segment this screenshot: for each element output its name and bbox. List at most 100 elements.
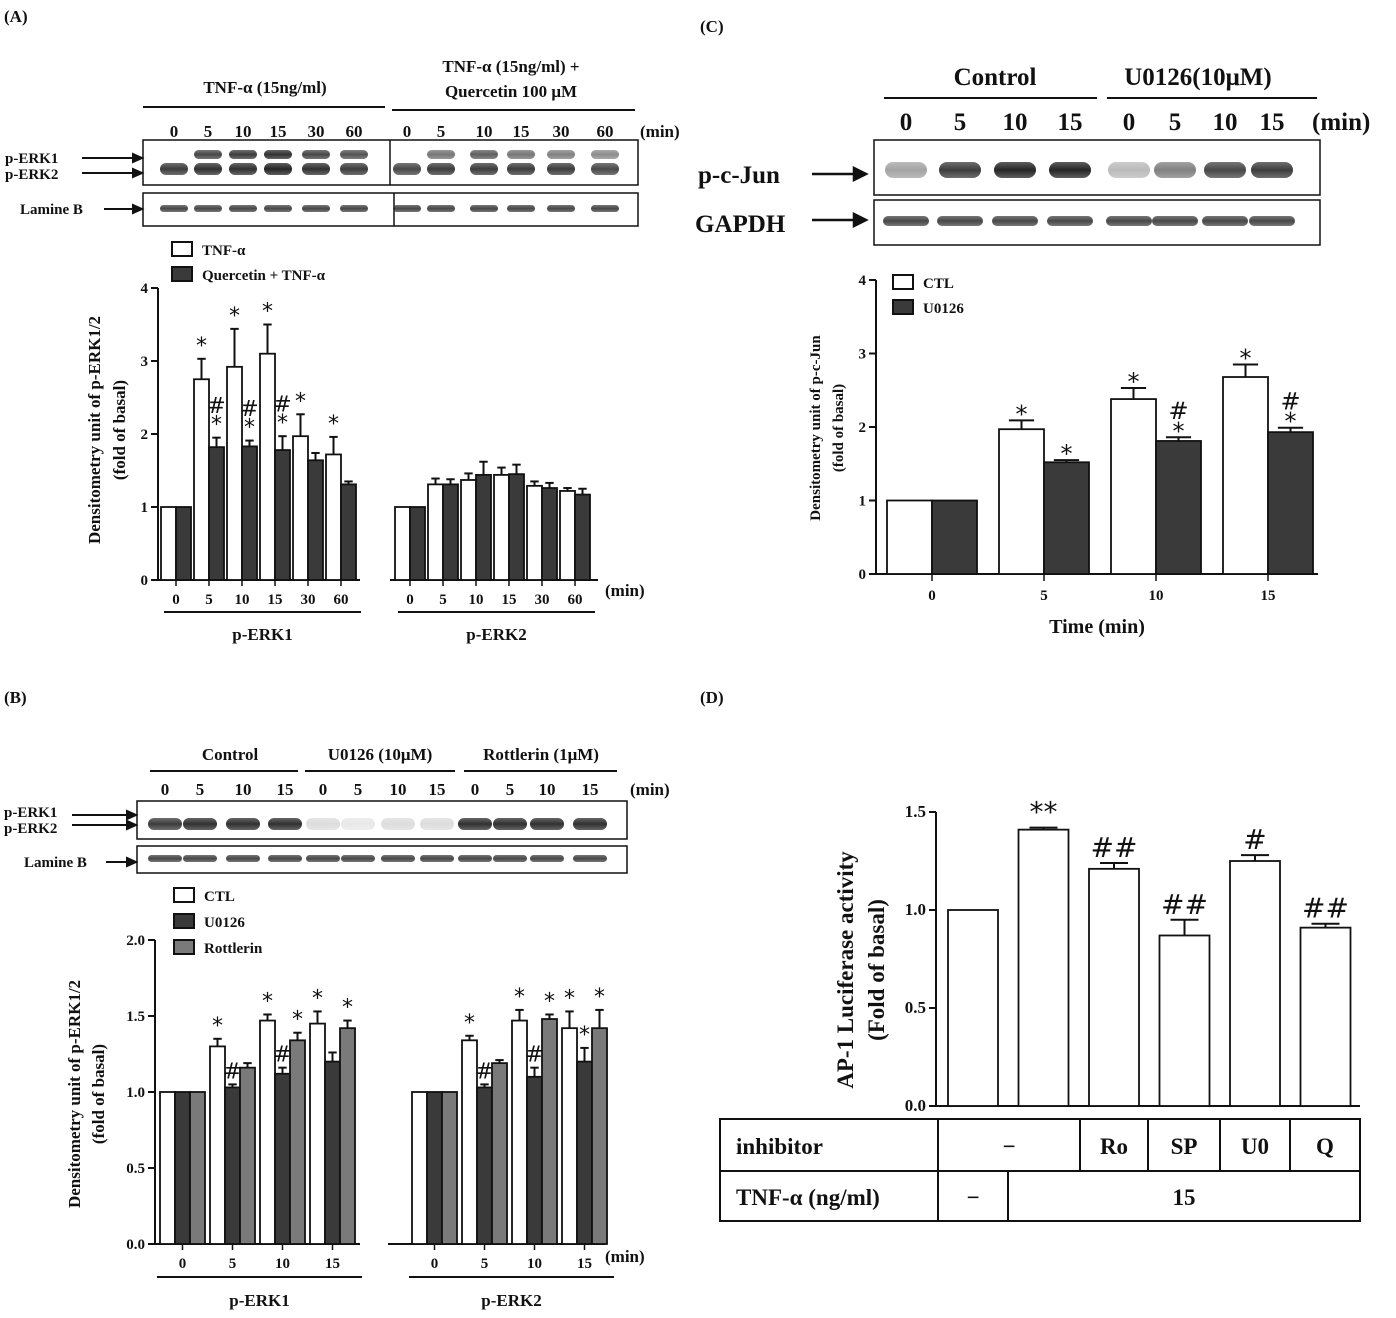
blot-band [427, 163, 455, 175]
x-tick-label-a: 0 [406, 592, 414, 608]
chart-a-xunit: (min) [605, 581, 645, 600]
y-tick-label: 1.5 [126, 1009, 145, 1025]
chart-c-ylabel-line2: (fold of basal) [831, 384, 847, 472]
x-tick-label-b: 0 [431, 1256, 439, 1272]
table-d-row2-label: TNF-α (ng/ml) [736, 1185, 880, 1210]
blot-time-label: 15 [1058, 109, 1083, 136]
blot-band [1249, 216, 1295, 226]
blot-time-label: 5 [196, 780, 205, 799]
bar-d-4 [1229, 860, 1281, 1107]
sig-d-4-0: # [1243, 823, 1266, 856]
sig-c-0-1-0: * [1016, 400, 1028, 428]
legend-swatch-0 [892, 274, 914, 290]
blot-b-group2: U0126 (10μM) [328, 745, 433, 764]
y-tick-label: 0.0 [905, 1096, 926, 1115]
panel-b-blot: Control U0126 (10μM) Rottlerin (1μM) 0 5 1… [4, 745, 670, 874]
x-tick-label-a: 30 [535, 592, 550, 608]
blot-time-label: 5 [437, 122, 446, 141]
legend-label-1: Quercetin + TNF-α [202, 268, 326, 284]
sig-b-1-1-2-0: # [525, 1043, 543, 1068]
bar-b-p-ERK1-Rottlerin-0 [189, 1091, 206, 1245]
blot-time-label: 30 [308, 122, 325, 141]
x-tick-label-c: 0 [928, 588, 936, 604]
x-tick-label-a: 0 [172, 592, 180, 608]
blot-a-group2-line2: Quercetin 100 μM [445, 82, 577, 101]
bar-d-3 [1158, 934, 1211, 1107]
panel-d-label: (D) [700, 688, 724, 707]
bar-a-p-ERK2-TNF-α-10 [460, 479, 477, 581]
blot-c-group2: U0126(10μM) [1124, 64, 1271, 91]
bar-d-2 [1088, 867, 1140, 1107]
bar-c-CTL-15 [1222, 376, 1269, 575]
y-tick-label: 3 [141, 354, 149, 370]
sig-b-0-1-2-0: # [273, 1043, 291, 1068]
table-d-r2c2: 15 [1173, 1185, 1196, 1210]
sig-b-1-0-2-0: * [514, 985, 525, 1010]
panel-c-chart: Densitometry unit of p-c-Jun (fold of ba… [808, 273, 1318, 638]
bar-a-p-ERK1-Quercetin + TNF-α-30 [307, 459, 324, 581]
blot-band [226, 818, 260, 830]
blot-band [420, 818, 454, 830]
blot-band [341, 818, 375, 830]
blot-time-label: 0 [403, 122, 412, 141]
bar-a-p-ERK1-Quercetin + TNF-α-60 [340, 483, 357, 581]
bar-d-5 [1299, 926, 1352, 1107]
blot-band [268, 818, 302, 830]
blot-time-label: 10 [539, 780, 556, 799]
chart-b-ylabel-line1: Densitometry unit of p-ERK1/2 [65, 980, 84, 1208]
bar-a-p-ERK1-Quercetin + TNF-α-10 [241, 445, 258, 581]
bar-c-U0126-10 [1155, 440, 1202, 575]
y-tick-label: 2.0 [126, 933, 145, 949]
blot-time-label: 15 [429, 780, 446, 799]
bar-b-p-ERK2-CTL-0 [411, 1091, 428, 1245]
sig-c-0-2-0: * [1128, 368, 1140, 396]
blot-band [1047, 216, 1093, 226]
blot-a-row1-label2: p-ERK2 [5, 167, 58, 183]
blot-time-label: 0 [471, 780, 480, 799]
chart-d-ylabel-line1: AP-1 Luciferase activity [833, 851, 858, 1089]
bar-b-p-ERK1-Rottlerin-5 [239, 1066, 256, 1245]
bar-c-U0126-0 [931, 499, 978, 575]
blot-b-row1-label2: p-ERK2 [4, 821, 57, 837]
x-tick-label-b: 15 [577, 1256, 592, 1272]
x-tick-label-b: 5 [481, 1256, 489, 1272]
blot-band [393, 205, 421, 212]
y-tick-label: 2 [859, 420, 867, 436]
blot-band [306, 855, 340, 862]
blot-band [470, 150, 498, 159]
y-tick-label: 4 [859, 273, 867, 289]
legend-swatch-0 [173, 887, 195, 903]
blot-time-label: 5 [506, 780, 515, 799]
sig-d-2-0: ## [1091, 831, 1138, 864]
panel-a-label: (A) [4, 7, 28, 26]
blot-band [458, 818, 492, 830]
chart-c-ylabel-line1: Densitometry unit of p-c-Jun [808, 335, 824, 521]
x-tick-label-c: 10 [1149, 588, 1164, 604]
blot-b-group1: Control [202, 745, 259, 764]
blot-band [160, 205, 188, 212]
blot-a-arrows [82, 152, 145, 215]
legend-label-1: U0126 [204, 915, 245, 931]
y-tick-label: 1 [859, 494, 867, 510]
legend-swatch-1 [173, 913, 195, 929]
panel-c: (C) Control U0126(10μM) 0 5 10 15 0 5 10 15 (mi… [695, 17, 1370, 638]
y-tick-label: 2 [141, 427, 149, 443]
blot-band [302, 205, 330, 212]
blot-time-label: 60 [597, 122, 614, 141]
y-tick-label: 1.0 [126, 1085, 145, 1101]
blot-band [493, 818, 527, 830]
sig-b-1-0-3-0: * [564, 986, 575, 1011]
bar-b-p-ERK2-CTL-15 [561, 1027, 578, 1245]
blot-c-row2-label: GAPDH [695, 211, 786, 238]
sig-b-0-0-1-0: * [212, 1014, 223, 1039]
sig-c-1-1-0: * [1061, 440, 1073, 468]
bar-a-p-ERK2-TNF-α-60 [559, 490, 576, 581]
panel-a: (A) TNF-α (15ng/ml) TNF-α (15ng/ml) + Qu… [4, 7, 680, 644]
legend-label-0: TNF-α [202, 243, 246, 259]
blot-b-group3: Rottlerin (1μM) [483, 745, 599, 764]
y-tick-label: 4 [141, 281, 149, 297]
y-tick-label: 1.5 [905, 802, 926, 821]
table-d-r1c3: SP [1171, 1134, 1198, 1159]
blot-time-label: 10 [235, 122, 252, 141]
